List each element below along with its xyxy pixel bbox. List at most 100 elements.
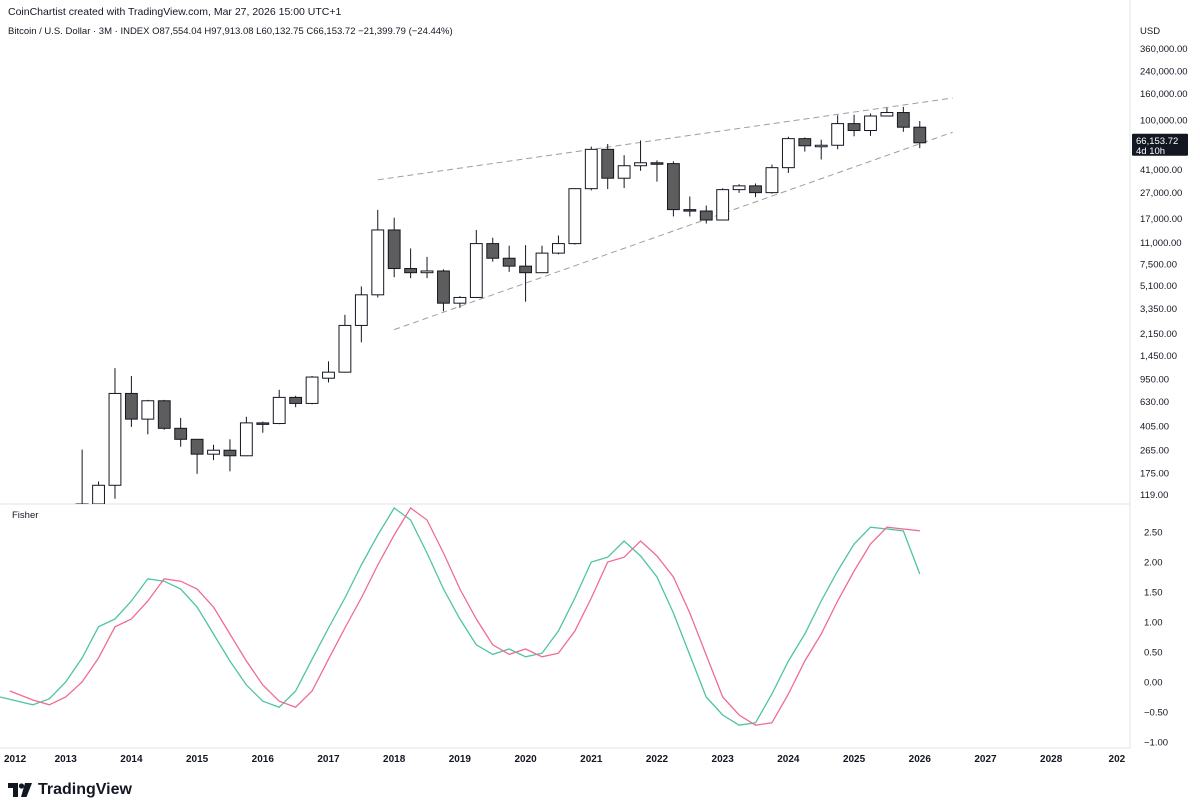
bar-countdown-label: 4d 10h — [1136, 146, 1165, 157]
candle — [749, 183, 762, 198]
time-axis-label: 2023 — [712, 754, 735, 765]
price-axis-tick: 160,000.00 — [1140, 89, 1188, 100]
candle-body — [404, 268, 418, 274]
fisher-indicator-title[interactable]: Fisher — [12, 510, 39, 521]
time-axis-label: 2027 — [974, 754, 997, 765]
candle-body — [174, 427, 188, 440]
symbol-ohlc-legend[interactable]: Bitcoin / U.S. Dollar · 3M · INDEX O87,5… — [8, 26, 453, 37]
fisher-axis-tick: 0.00 — [1144, 678, 1163, 689]
candle — [732, 184, 746, 193]
candle — [371, 209, 385, 298]
price-axis-tick: 27,000.00 — [1140, 188, 1182, 199]
candle-body — [387, 229, 401, 270]
candle-body — [601, 148, 615, 179]
candles-layer — [75, 106, 927, 504]
candle-body — [666, 163, 680, 211]
fisher-axis-tick: −0.50 — [1144, 708, 1168, 719]
candle-body — [568, 188, 582, 245]
candle — [634, 140, 647, 171]
candle-body — [239, 422, 253, 457]
candle-body — [831, 123, 845, 146]
price-axis-tick: 175.00 — [1140, 468, 1169, 479]
time-axis-label: 2013 — [55, 754, 78, 765]
candle — [207, 444, 220, 461]
candle — [913, 120, 927, 149]
candle-body — [371, 229, 385, 296]
candle — [765, 164, 779, 194]
price-axis-tick: 5,100.00 — [1140, 281, 1177, 292]
candle — [305, 375, 319, 405]
time-axis-label: 2026 — [909, 754, 932, 765]
candle-body — [469, 243, 483, 298]
candle-body — [437, 270, 450, 304]
candle-body — [683, 209, 697, 212]
candle-body — [354, 294, 368, 326]
candle-body — [552, 243, 565, 254]
fisher-axis-tick: 0.50 — [1144, 648, 1163, 659]
time-axis-label: 2018 — [383, 754, 406, 765]
fisher-layer — [0, 507, 921, 726]
candle-body — [880, 112, 894, 117]
current-price-tag-bg — [1132, 133, 1188, 156]
candle — [420, 256, 434, 279]
candle — [896, 106, 910, 132]
candle — [535, 245, 549, 274]
price-axis-tick: 41,000.00 — [1140, 165, 1182, 176]
candle — [552, 235, 565, 255]
fisher-axis-tick: 1.00 — [1144, 618, 1163, 629]
fisher-trigger-line — [9, 507, 920, 726]
time-axis-label: 2021 — [580, 754, 603, 765]
candle-body — [732, 185, 746, 191]
candle — [437, 269, 450, 312]
candle-body — [781, 138, 795, 169]
candle-body — [634, 162, 647, 167]
candle — [486, 237, 500, 262]
candle-body — [190, 438, 204, 455]
time-axis-label: 2025 — [843, 754, 866, 765]
tradingview-logo-icon — [8, 783, 32, 797]
candle — [798, 137, 812, 152]
candle-body — [798, 138, 812, 147]
time-axis-label: 2022 — [646, 754, 669, 765]
time-axis-label: 2012 — [4, 754, 27, 765]
candle-body — [814, 144, 828, 148]
price-axis-tick: 265.00 — [1140, 445, 1169, 456]
candle — [239, 416, 253, 457]
fisher-axis-tick: 1.50 — [1144, 588, 1163, 599]
candle — [617, 155, 631, 189]
tradingview-brand-text: TradingView — [38, 781, 132, 798]
price-axis-tick: 630.00 — [1140, 397, 1169, 408]
candle-body — [584, 148, 598, 190]
candle — [814, 139, 828, 160]
candle-body — [124, 392, 138, 420]
price-axis-tick: 950.00 — [1140, 374, 1169, 385]
price-axis-tick: 119.00 — [1140, 490, 1168, 501]
candle-body — [141, 400, 155, 420]
time-axis-label: 2020 — [514, 754, 537, 765]
candle-body — [519, 265, 532, 274]
candle — [683, 196, 697, 217]
time-axis-label: 2016 — [252, 754, 275, 765]
candle-body — [896, 112, 910, 128]
time-axis-label: 2028 — [1040, 754, 1063, 765]
candle-body — [322, 371, 335, 379]
candle — [272, 389, 286, 425]
candle — [847, 114, 861, 137]
fisher-axis-tick: 2.00 — [1144, 558, 1163, 569]
candle-body — [864, 115, 877, 132]
candle — [289, 395, 303, 408]
candle — [666, 161, 680, 217]
candle-body — [699, 210, 713, 221]
candle — [584, 146, 598, 191]
fisher-axis-tick: −1.00 — [1144, 738, 1168, 749]
trendline-layer — [377, 97, 953, 331]
price-axis-tick: 17,000.00 — [1140, 214, 1182, 225]
tradingview-logo[interactable]: TradingView — [8, 780, 132, 800]
time-axis-label: 202 — [1109, 754, 1126, 765]
candle — [124, 375, 138, 427]
candle — [190, 438, 204, 474]
price-axis-tick: 100,000.00 — [1140, 115, 1188, 126]
candle-body — [305, 376, 319, 404]
